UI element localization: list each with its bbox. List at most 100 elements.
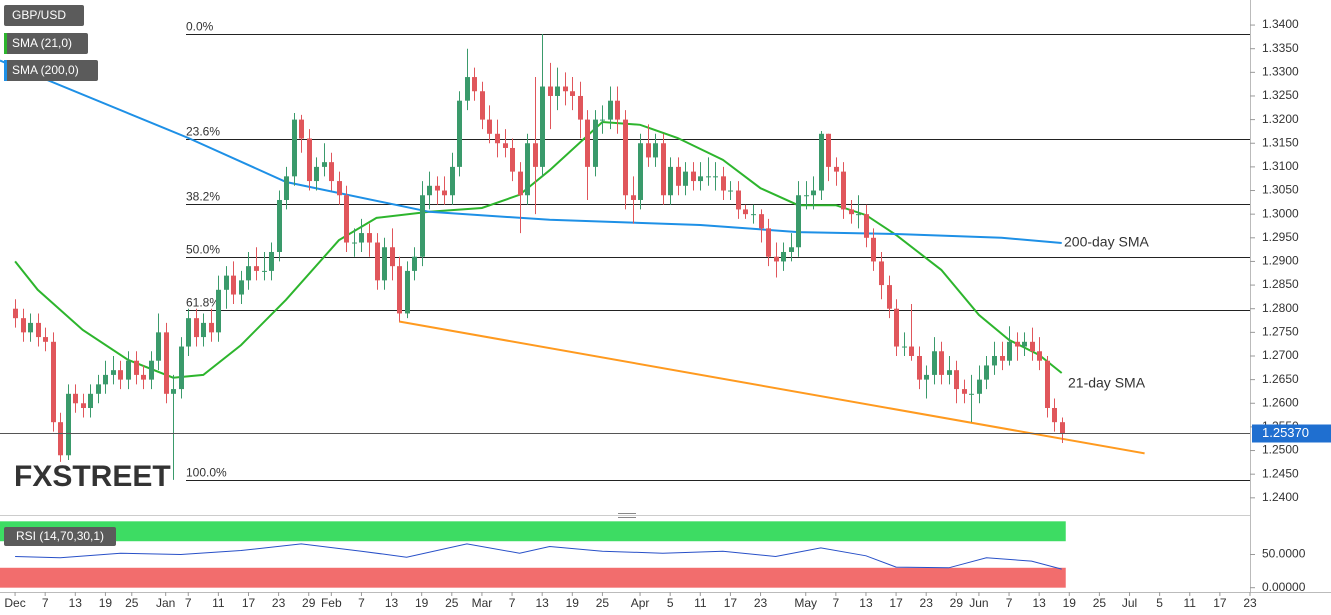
- y-tick-label: 1.2950: [1262, 230, 1299, 244]
- candle-body: [540, 86, 545, 167]
- candle-body: [231, 275, 236, 295]
- candle-body: [1007, 341, 1012, 361]
- legend-label: GBP/USD: [12, 8, 66, 22]
- candle-body: [21, 318, 26, 333]
- candle-body: [322, 162, 327, 167]
- candle-body: [156, 332, 161, 361]
- candle-body: [932, 351, 937, 375]
- candle-body: [887, 285, 892, 309]
- x-tick-label: 25: [596, 596, 610, 610]
- y-tick-label: 1.3400: [1262, 17, 1299, 31]
- candle-body: [43, 337, 48, 342]
- x-tick-label: 25: [1093, 596, 1107, 610]
- candle-body: [789, 247, 794, 252]
- legend-label: SMA (200,0): [12, 63, 79, 77]
- candle-body: [1052, 407, 1057, 423]
- candle-body: [585, 119, 590, 167]
- candle-body: [962, 389, 967, 394]
- candle-body: [608, 100, 613, 120]
- legend-swatch: [4, 60, 7, 81]
- y-tick-label: 1.2600: [1262, 395, 1299, 409]
- x-tick-label: 25: [125, 596, 139, 610]
- x-tick-label: 11: [212, 596, 225, 610]
- candle-body: [13, 308, 18, 319]
- candle-body: [344, 195, 349, 243]
- overbought-zone: [0, 521, 1066, 542]
- rsi-tick-label: 50.0000: [1262, 547, 1306, 561]
- candle-body: [28, 322, 33, 333]
- x-tick-label: 7: [42, 596, 49, 610]
- candle-body: [103, 374, 108, 385]
- candle-body: [254, 266, 259, 271]
- x-tick-label: 17: [889, 596, 903, 610]
- candle-body: [721, 176, 726, 191]
- y-tick-label: 1.2700: [1262, 348, 1299, 362]
- candle-body: [525, 143, 530, 196]
- y-tick-label: 1.2900: [1262, 254, 1299, 268]
- candle-body: [548, 86, 553, 96]
- candle-body: [66, 393, 71, 456]
- x-tick-label: 19: [415, 596, 429, 610]
- candle-body: [894, 308, 899, 347]
- fibonacci-label: 0.0%: [186, 20, 214, 34]
- candle-body: [367, 233, 372, 243]
- candle-body: [781, 251, 786, 262]
- candle-body: [487, 119, 492, 134]
- candle-body: [262, 270, 267, 272]
- x-tick-label: Dec: [4, 596, 25, 610]
- candle-body: [1045, 360, 1050, 408]
- candle-body: [111, 370, 116, 375]
- y-tick-label: 1.3100: [1262, 159, 1299, 173]
- x-tick-label: 11: [1184, 596, 1197, 610]
- y-tick-label: 1.2450: [1262, 466, 1299, 480]
- x-tick-label: May: [794, 596, 817, 610]
- x-tick-label: Mar: [472, 596, 493, 610]
- y-tick-label: 1.2400: [1262, 490, 1299, 504]
- y-tick-label: 1.3350: [1262, 41, 1299, 55]
- candle-body: [171, 389, 176, 394]
- fibonacci-label: 50.0%: [186, 243, 220, 257]
- x-tick-label: 23: [754, 596, 768, 610]
- candle-body: [518, 171, 523, 196]
- candle-body: [834, 166, 839, 172]
- candle-body: [1015, 341, 1020, 347]
- y-tick-label: 1.2650: [1262, 372, 1299, 386]
- candle-body: [826, 133, 831, 167]
- y-tick-label: 1.3050: [1262, 183, 1299, 197]
- candle-body: [164, 332, 169, 394]
- candle-body: [902, 346, 907, 348]
- candle-body: [1022, 341, 1027, 347]
- x-tick-label: 23: [920, 596, 934, 610]
- candle-body: [390, 247, 395, 267]
- candle-body: [495, 133, 500, 144]
- y-tick-label: 1.3150: [1262, 135, 1299, 149]
- x-tick-label: 13: [385, 596, 399, 610]
- candle-body: [405, 270, 410, 314]
- x-tick-label: 23: [272, 596, 286, 610]
- candle-body: [194, 318, 199, 338]
- candle-body: [134, 360, 139, 375]
- x-tick-label: Jan: [156, 596, 175, 610]
- candle-body: [329, 162, 334, 182]
- x-tick-label: Jun: [969, 596, 988, 610]
- y-tick-label: 1.2850: [1262, 277, 1299, 291]
- candle-body: [856, 214, 861, 216]
- x-tick-label: 7: [1006, 596, 1013, 610]
- candle-body: [435, 185, 440, 191]
- candle-body: [457, 100, 462, 167]
- candle-body: [246, 266, 251, 281]
- candle-body: [269, 251, 274, 271]
- candle-body: [352, 242, 357, 244]
- candle-body: [533, 143, 538, 167]
- x-tick-label: 23: [1243, 596, 1257, 610]
- candle-body: [713, 176, 718, 178]
- candle-body: [465, 77, 470, 101]
- candle-body: [947, 370, 952, 375]
- fibonacci-label: 38.2%: [186, 190, 220, 204]
- y-tick-label: 1.3200: [1262, 112, 1299, 126]
- candle-body: [397, 266, 402, 314]
- fibonacci-label: 23.6%: [186, 125, 220, 139]
- legend-swatch: [4, 33, 7, 54]
- candle-body: [939, 351, 944, 375]
